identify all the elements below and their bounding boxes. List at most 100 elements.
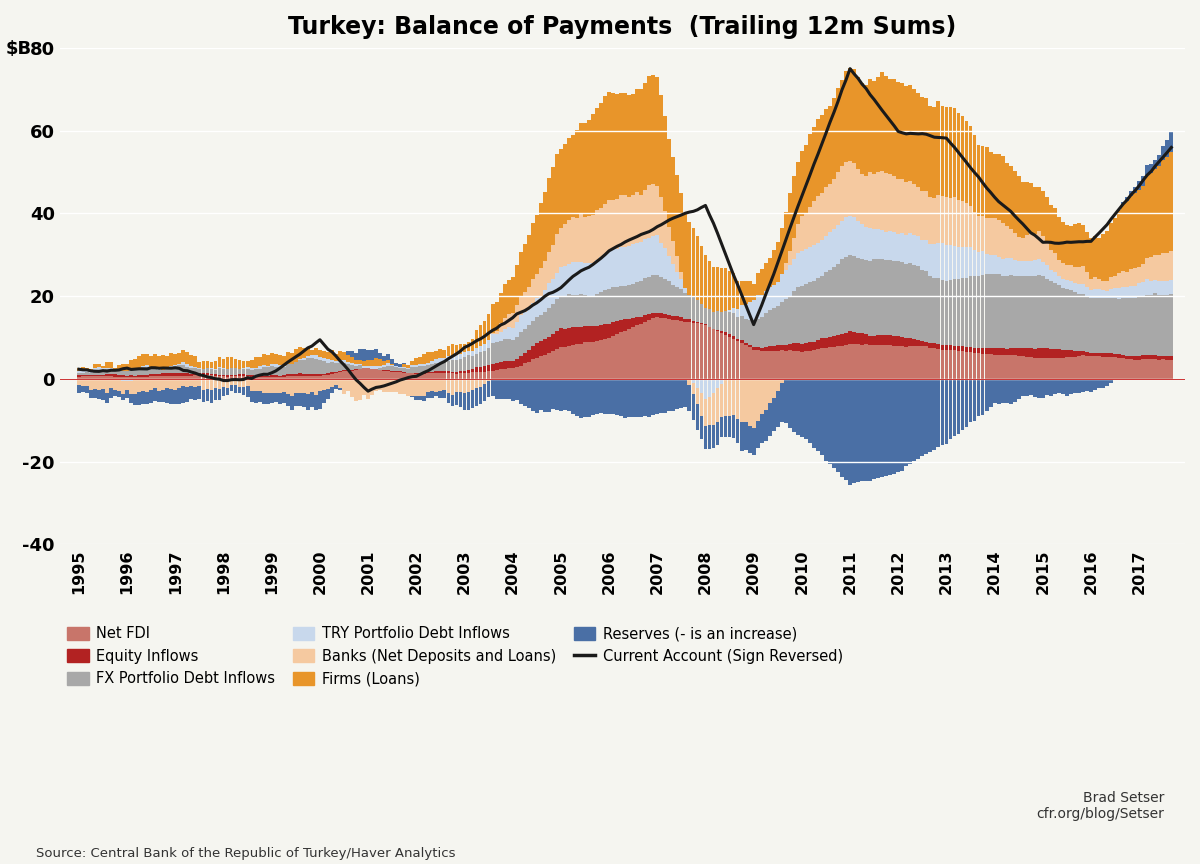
Bar [1040, 262, 1045, 276]
Bar [760, 295, 763, 316]
Bar [542, 379, 547, 412]
Bar [334, 372, 338, 373]
Bar [85, 375, 89, 376]
Bar [832, 347, 836, 379]
Bar [1170, 294, 1174, 356]
Bar [89, 375, 92, 377]
Bar [482, 321, 486, 344]
Bar [965, 278, 968, 346]
Bar [434, 379, 438, 391]
Bar [896, 82, 900, 179]
Bar [599, 208, 602, 257]
Bar [595, 379, 599, 415]
Bar [226, 377, 229, 379]
Bar [527, 379, 530, 408]
Bar [607, 92, 611, 200]
Bar [306, 373, 310, 376]
Bar [278, 365, 282, 367]
Bar [559, 379, 563, 410]
Bar [760, 379, 763, 414]
Bar [133, 376, 137, 378]
Bar [696, 321, 700, 323]
Bar [554, 299, 559, 332]
Bar [611, 200, 614, 249]
Bar [1049, 282, 1052, 349]
Bar [732, 273, 736, 308]
Bar [872, 379, 876, 480]
Bar [358, 365, 362, 369]
Bar [475, 367, 479, 372]
Bar [788, 295, 792, 344]
Bar [908, 346, 912, 379]
Bar [1061, 350, 1064, 358]
Bar [700, 246, 703, 304]
Bar [450, 395, 455, 406]
Bar [800, 286, 804, 344]
Bar [142, 379, 145, 391]
Bar [366, 366, 370, 368]
Bar [467, 351, 470, 355]
Bar [161, 371, 166, 373]
Bar [414, 366, 418, 373]
Bar [1097, 356, 1100, 379]
Bar [997, 355, 1001, 379]
Bar [768, 258, 772, 288]
Bar [238, 376, 241, 379]
Bar [1153, 169, 1157, 256]
Bar [1162, 295, 1165, 356]
Bar [703, 325, 707, 379]
Bar [402, 372, 406, 379]
Bar [583, 123, 587, 218]
Bar [1090, 289, 1093, 298]
Bar [763, 347, 768, 351]
Bar [900, 379, 904, 471]
Bar [756, 347, 760, 350]
Bar [1150, 355, 1153, 359]
Bar [1129, 286, 1133, 298]
Bar [438, 349, 443, 359]
Bar [217, 377, 221, 379]
Bar [1133, 286, 1138, 298]
Bar [1081, 294, 1085, 351]
Bar [824, 236, 828, 272]
Bar [727, 309, 732, 313]
Bar [751, 346, 756, 350]
Bar [780, 228, 784, 275]
Bar [113, 377, 116, 379]
Bar [973, 135, 977, 212]
Bar [302, 348, 306, 358]
Bar [535, 343, 539, 358]
Bar [869, 261, 872, 335]
Bar [736, 309, 739, 316]
Bar [342, 370, 346, 372]
Bar [330, 387, 334, 393]
Bar [446, 361, 450, 372]
Bar [1165, 295, 1169, 356]
Bar [804, 284, 808, 343]
Bar [917, 379, 920, 459]
Bar [161, 376, 166, 379]
Bar [262, 367, 265, 376]
Bar [290, 365, 294, 374]
Bar [121, 364, 125, 372]
Bar [479, 366, 482, 372]
Bar [258, 358, 262, 366]
Bar [1114, 289, 1117, 298]
Bar [727, 271, 732, 309]
Bar [739, 316, 744, 340]
Bar [1013, 348, 1016, 355]
Bar [286, 394, 289, 406]
Bar [980, 217, 984, 251]
Bar [724, 416, 727, 437]
Bar [684, 319, 688, 321]
Bar [229, 379, 234, 385]
Bar [828, 337, 832, 347]
Bar [97, 376, 101, 379]
Bar [884, 232, 888, 260]
Bar [551, 167, 554, 245]
Bar [1040, 379, 1045, 397]
Bar [118, 371, 121, 375]
Bar [539, 314, 542, 341]
Bar [386, 372, 390, 379]
Bar [426, 365, 431, 372]
